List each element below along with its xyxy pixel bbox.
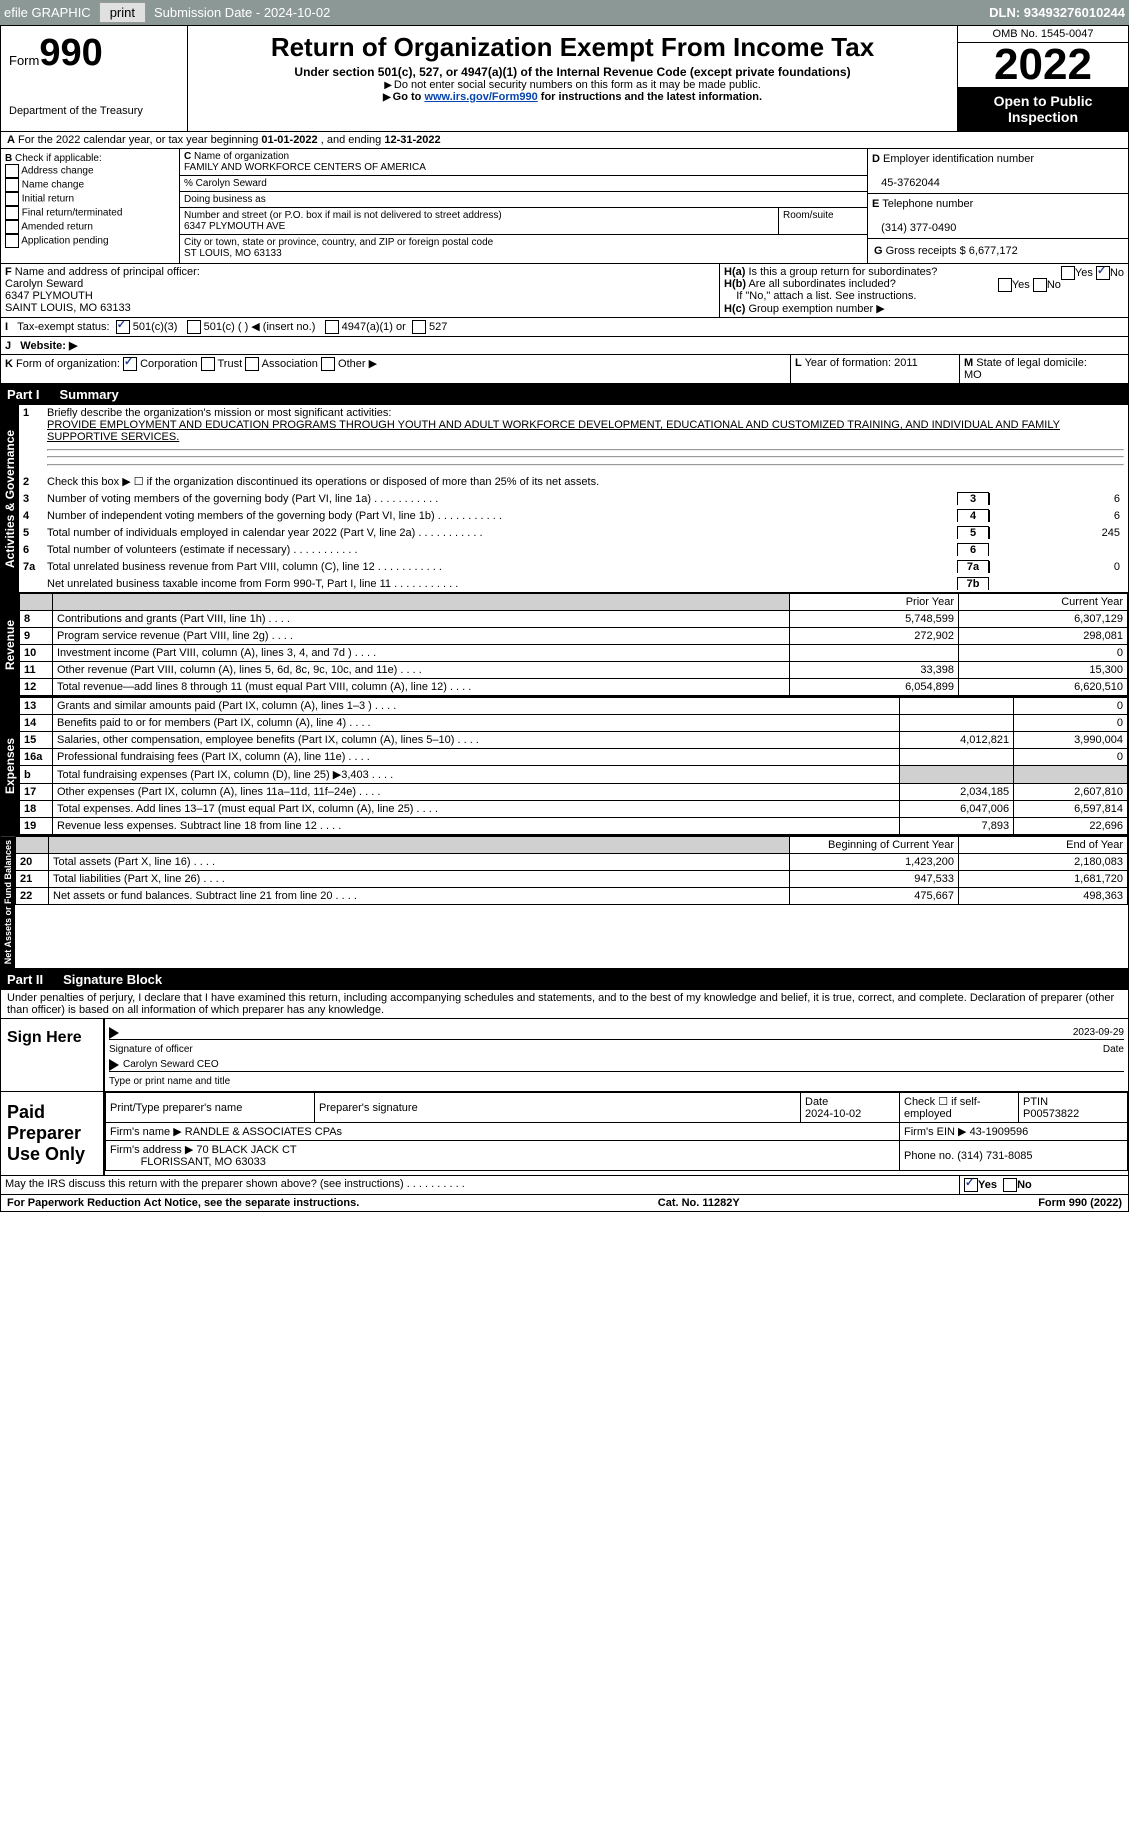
perjury-declaration: Under penalties of perjury, I declare th… bbox=[1, 990, 1128, 1019]
revenue-table: Prior YearCurrent Year8Contributions and… bbox=[19, 593, 1128, 696]
street-address: 6347 PLYMOUTH AVE bbox=[184, 221, 285, 232]
dept-label: Department of the Treasury bbox=[9, 105, 179, 117]
officer-sign-date: 2023-09-29 bbox=[1073, 1027, 1124, 1039]
vtab-expenses: Expenses bbox=[1, 697, 19, 835]
phone: (314) 377-0490 bbox=[881, 222, 956, 234]
expenses-table: 13Grants and similar amounts paid (Part … bbox=[19, 697, 1128, 835]
print-button[interactable]: print bbox=[99, 2, 146, 23]
form-footer: Form 990 (2022) bbox=[1038, 1197, 1122, 1209]
dba-label: Doing business as bbox=[180, 192, 867, 208]
top-toolbar: efile GRAPHIC print Submission Date - 20… bbox=[0, 0, 1129, 25]
title-box: Return of Organization Exempt From Incom… bbox=[188, 26, 957, 131]
irs-link[interactable]: www.irs.gov/Form990 bbox=[424, 91, 537, 103]
part1-header: Part I bbox=[7, 387, 40, 402]
mission-text: PROVIDE EMPLOYMENT AND EDUCATION PROGRAM… bbox=[47, 419, 1060, 443]
city-state: ST LOUIS, MO 63133 bbox=[184, 248, 282, 259]
gross-receipts: 6,677,172 bbox=[969, 245, 1018, 257]
year-box: OMB No. 1545-0047 2022 Open to PublicIns… bbox=[957, 26, 1128, 131]
vtab-activities: Activities & Governance bbox=[1, 405, 19, 592]
form-number-box: Form990 Department of the Treasury bbox=[1, 26, 188, 131]
pra-notice: For Paperwork Reduction Act Notice, see … bbox=[7, 1197, 359, 1209]
form-title: Return of Organization Exempt From Incom… bbox=[196, 32, 949, 63]
submission-label: Submission Date - 2024-10-02 bbox=[154, 5, 330, 20]
subtitle: Under section 501(c), 527, or 4947(a)(1)… bbox=[196, 65, 949, 79]
care-of: % Carolyn Seward bbox=[180, 176, 867, 192]
tax-year: 2022 bbox=[958, 43, 1128, 87]
part2-header: Part II bbox=[7, 972, 43, 987]
paid-preparer-label: Paid Preparer Use Only bbox=[1, 1092, 103, 1175]
netassets-table: Beginning of Current YearEnd of Year20To… bbox=[15, 836, 1128, 905]
officer-name-title: Carolyn Seward CEO bbox=[123, 1059, 219, 1071]
org-name: FAMILY AND WORKFORCE CENTERS OF AMERICA bbox=[184, 162, 426, 173]
efile-label: efile GRAPHIC bbox=[4, 5, 91, 20]
dln-label: DLN: 93493276010244 bbox=[989, 5, 1125, 20]
check-applicable: B Check if applicable: Address change Na… bbox=[1, 149, 180, 263]
preparer-table: Print/Type preparer's namePreparer's sig… bbox=[105, 1092, 1128, 1171]
note-ssn: Do not enter social security numbers on … bbox=[196, 79, 949, 91]
catalog-no: Cat. No. 11282Y bbox=[658, 1197, 740, 1209]
firm-name: RANDLE & ASSOCIATES CPAs bbox=[185, 1126, 342, 1138]
officer-name: Carolyn Seward bbox=[5, 278, 83, 290]
vtab-netassets: Net Assets or Fund Balances bbox=[1, 836, 15, 968]
vtab-revenue: Revenue bbox=[1, 593, 19, 696]
sign-here-label: Sign Here bbox=[1, 1019, 103, 1091]
ein: 45-3762044 bbox=[881, 177, 940, 189]
period-line: A For the 2022 calendar year, or tax yea… bbox=[1, 132, 1128, 149]
form-page: Form990 Department of the Treasury Retur… bbox=[0, 25, 1129, 1212]
